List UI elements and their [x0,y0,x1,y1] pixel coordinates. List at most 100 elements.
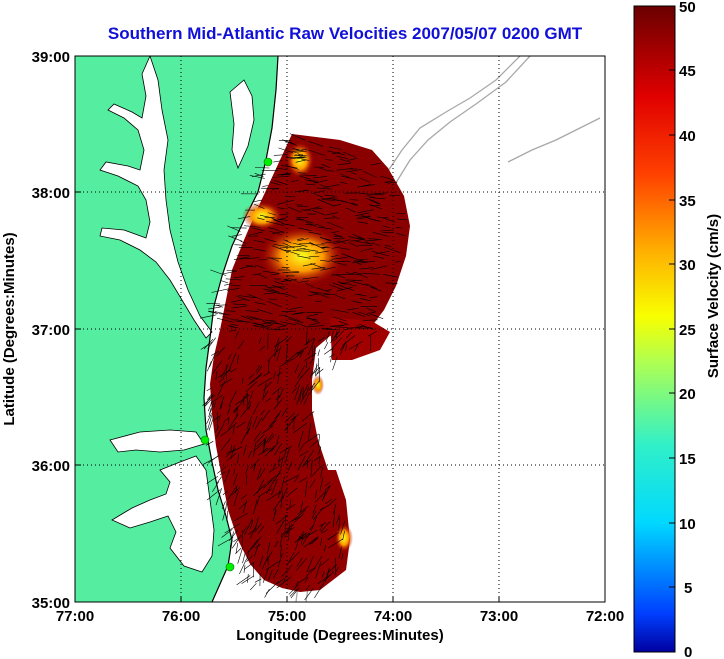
velocity-vector [325,289,332,292]
velocity-vector [302,276,319,280]
velocity-vector [286,336,292,343]
velocity-vector [325,567,330,582]
velocity-vector [287,318,304,324]
velocity-vector [267,286,286,288]
velocity-vector [271,478,278,496]
velocity-vector [247,573,249,583]
velocity-vector [296,557,303,567]
velocity-vector [237,453,239,464]
velocity-vector [276,519,285,534]
velocity-vector [297,172,306,174]
velocity-vector [228,414,239,430]
velocity-vector [273,398,283,410]
velocity-vector [345,207,356,213]
velocity-vector [222,507,227,521]
velocity-vector [315,300,322,302]
velocity-vector [229,529,238,541]
velocity-vector [290,148,308,153]
velocity-vector [208,416,215,431]
velocity-vector [216,346,226,357]
velocity-vector [288,250,300,256]
velocity-vector [261,390,269,401]
velocity-vector [233,400,243,414]
velocity-vector [296,558,307,571]
velocity-vector [320,537,322,547]
velocity-vector [352,234,365,240]
velocity-vector [343,328,354,330]
velocity-vector [262,185,269,187]
velocity-vector [315,561,322,579]
hotspot-main [260,226,344,286]
velocity-vector [258,447,272,456]
velocity-vector [305,567,316,577]
velocity-vector [353,258,368,261]
velocity-vector [220,430,229,437]
velocity-vector [389,194,400,197]
velocity-vector [320,521,331,532]
velocity-vector [242,392,248,403]
velocity-vector [302,529,318,540]
velocity-vector [360,260,375,264]
velocity-vector [297,455,306,471]
velocity-vector [323,184,340,188]
velocity-vector [252,325,269,329]
velocity-vector [325,498,333,505]
velocity-vector [305,283,315,288]
velocity-vector [215,488,222,506]
velocity-vector [250,374,262,384]
velocity-vector [254,544,261,549]
velocity-vector [301,537,304,544]
velocity-vector [227,485,238,500]
velocity-vector [273,154,288,156]
velocity-vector [360,247,374,252]
velocity-vector [230,445,235,459]
velocity-vector [273,160,283,163]
velocity-vector [248,373,255,379]
velocity-vector [299,174,317,176]
velocity-vector [308,140,323,147]
velocity-vector [373,255,385,259]
velocity-vector [336,274,355,276]
velocity-vector [330,346,334,363]
velocity-vector [221,529,233,538]
velocity-vector [244,518,253,535]
velocity-vector [249,583,257,591]
velocity-vector [333,238,343,240]
velocity-vector [348,340,363,350]
hotspot-north [286,142,314,178]
velocity-vector [345,169,363,173]
velocity-vector [294,363,299,374]
velocity-vector [205,399,212,407]
colorbar-tick-label: 40 [679,128,696,145]
velocity-vector [332,510,336,528]
velocity-vector [212,360,223,374]
velocity-vector [297,365,306,379]
velocity-vector [295,159,307,163]
velocity-vector [324,347,334,355]
velocity-vector [222,316,236,321]
velocity-vector [254,264,266,269]
velocity-vector [306,325,325,328]
velocity-vector [318,434,320,448]
velocity-vector [276,346,282,361]
velocity-vector [242,526,248,533]
velocity-vector [365,197,380,205]
velocity-vector [255,365,261,372]
velocity-vector [214,426,219,434]
velocity-vector [240,428,250,445]
velocity-vector [276,576,291,589]
velocity-vector [234,394,250,406]
velocity-vector [261,425,274,434]
velocity-vector [308,149,325,156]
velocity-vector [236,575,251,586]
velocity-vector [267,227,275,230]
velocity-vector [331,257,347,260]
velocity-vector [329,146,343,150]
velocity-vector [371,250,390,257]
velocity-vector [313,176,327,179]
velocity-vector [219,471,226,476]
velocity-vector [287,422,289,433]
velocity-vector [272,386,282,395]
velocity-vector [304,337,316,346]
velocity-vector [301,459,312,468]
